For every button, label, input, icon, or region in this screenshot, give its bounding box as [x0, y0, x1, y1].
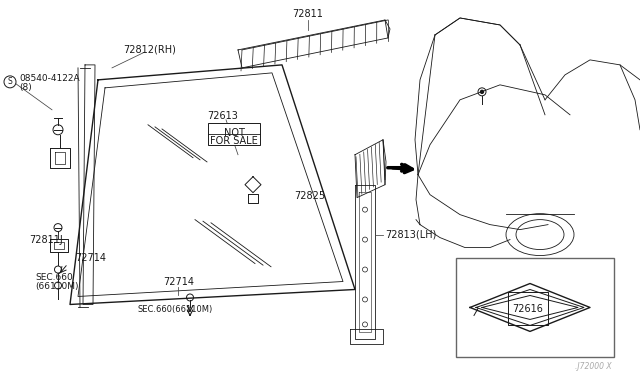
Text: 72714: 72714	[75, 253, 106, 263]
Text: 72613: 72613	[207, 111, 239, 121]
Text: 72812(RH): 72812(RH)	[124, 45, 177, 55]
Text: FOR SALE: FOR SALE	[210, 136, 258, 146]
Text: S: S	[8, 77, 12, 86]
Polygon shape	[482, 295, 578, 320]
Text: 72714: 72714	[163, 276, 194, 286]
Text: SEC.660: SEC.660	[35, 273, 73, 282]
Text: 72825: 72825	[294, 191, 326, 201]
Text: 08540-4122A: 08540-4122A	[19, 74, 79, 83]
Text: 72811: 72811	[292, 9, 323, 19]
Text: (66110M): (66110M)	[35, 282, 79, 291]
Text: 72811J: 72811J	[29, 235, 63, 244]
Bar	[456, 257, 614, 357]
Circle shape	[481, 90, 483, 93]
Bar	[208, 123, 260, 145]
Text: 72616: 72616	[512, 304, 543, 314]
Text: (8): (8)	[19, 83, 32, 92]
Text: .J72000 X: .J72000 X	[575, 362, 612, 371]
Text: NOT: NOT	[223, 128, 244, 138]
Text: SEC.660(66110M): SEC.660(66110M)	[138, 305, 213, 314]
Text: 72813(LH): 72813(LH)	[385, 230, 436, 240]
